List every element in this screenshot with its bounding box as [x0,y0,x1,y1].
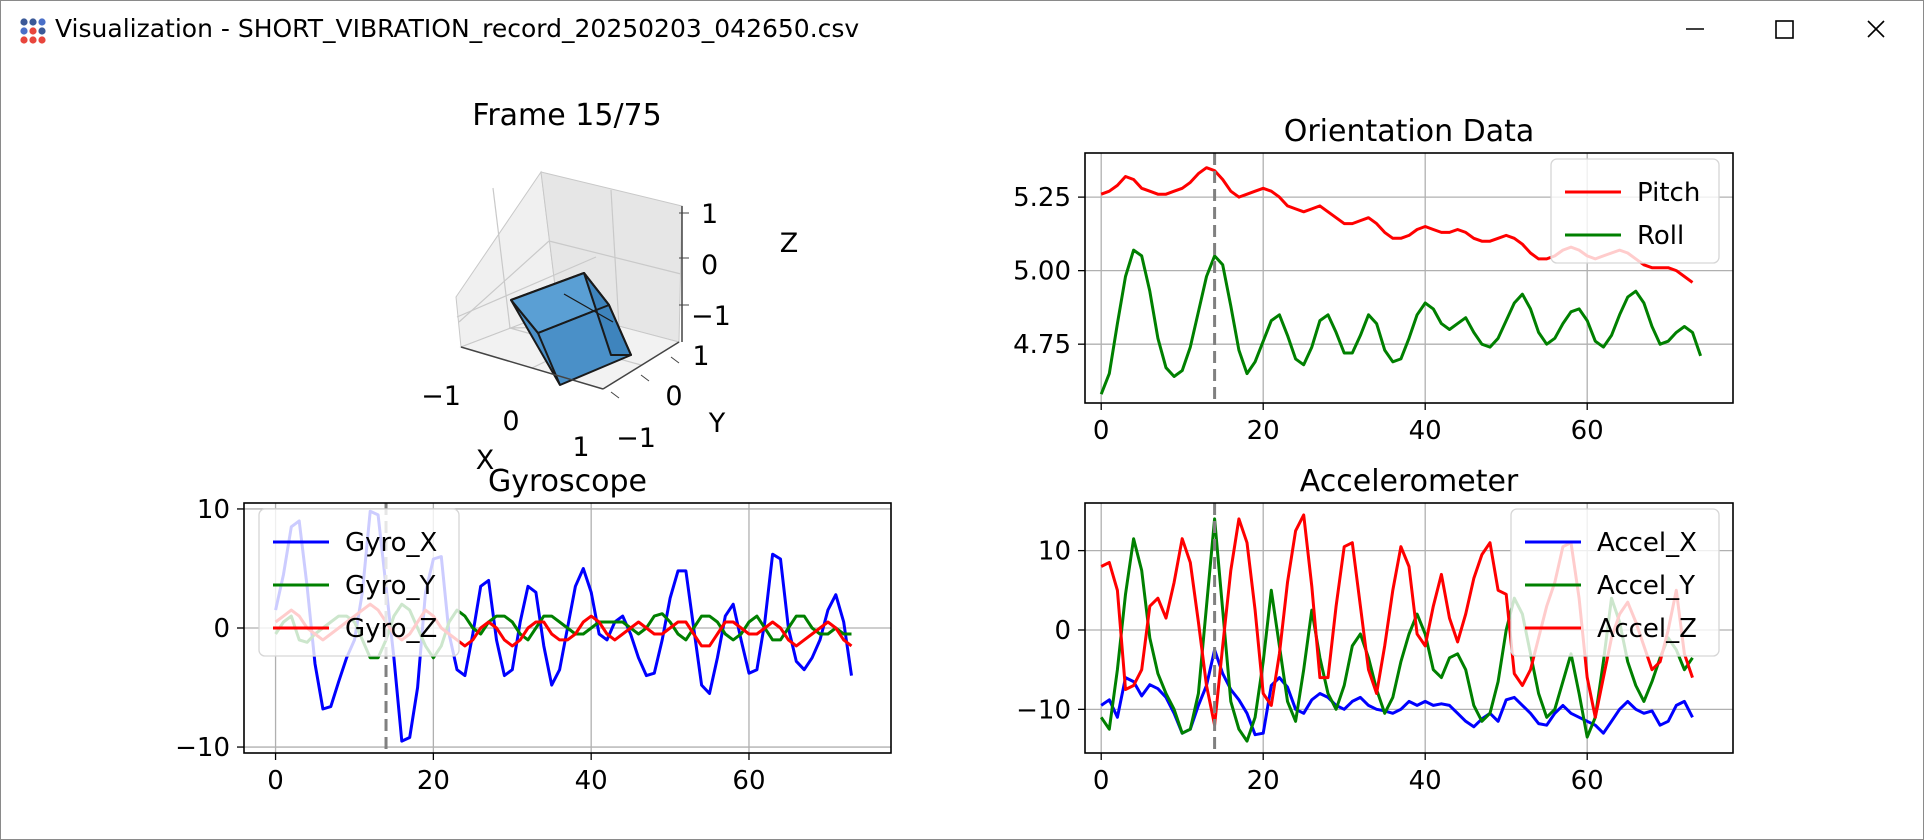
series-line-accel_y [1099,517,1694,743]
y-tick-label: 0 [213,614,230,644]
x-tick-label: 40 [575,766,608,796]
x-tick-label: 40 [1409,766,1442,796]
plot-area [1099,503,1694,753]
plot-3d-orientation: Frame 15/75 [421,98,798,476]
legend-label: Gyro_X [345,528,437,558]
x-tick-label: 0 [1093,766,1110,796]
z-axis: 1 0 −1 Z [679,199,798,342]
axes-frame [1084,152,1734,404]
plot-orientation-data: Orientation Data 0 20 40 60 4.75 5.00 5.25 Pitch… [1013,114,1734,446]
window-title: Visualization - SHORT_VIBRATION_record_2… [55,14,860,43]
y-tick-label: −10 [1016,695,1071,725]
axes-frame [1084,502,1734,754]
legend-label: Accel_Y [1597,571,1695,601]
plot-3d-title: Frame 15/75 [472,98,661,133]
x-tick-label: 0 [502,406,519,437]
minimize-button[interactable] [1649,1,1741,57]
plot-title: Accelerometer [1300,464,1519,499]
z-tick-label: 0 [701,250,718,281]
legend-label: Accel_Z [1597,614,1697,644]
figure-canvas: Frame 15/75 [175,98,1734,796]
y-tick-label: 0 [665,381,682,412]
plot-accelerometer: Accelerometer 0 20 40 60 −10 0 10 Accel_X Accel_Y… [1016,464,1734,796]
y-tick-label: 10 [1038,537,1071,567]
x-tick-label: 20 [1247,766,1280,796]
legend-label: Gyro_Z [345,614,437,644]
legend-label: Roll [1637,221,1684,251]
y-axis-label: Y [708,408,726,439]
y-tick-label: 0 [1054,616,1071,646]
maximize-icon [1775,20,1794,39]
y-tick-label: −10 [175,733,230,763]
x-axis-label: X [476,445,495,476]
series-line-accel_z [1100,513,1694,727]
legend: Accel_X Accel_Y Accel_Z [1510,508,1720,657]
axes-frame [243,502,892,754]
x-tick-label: 60 [732,766,765,796]
x-axis: −1 0 1 X [421,346,604,476]
orientation-box [510,272,632,386]
close-icon [1867,20,1885,38]
legend-box [258,508,460,657]
legend: Gyro_X Gyro_Y Gyro_Z [258,508,460,657]
plot-gyroscope: Gyroscope 0 20 40 60 −10 0 10 Gyro_X Gyro_Y Gyro_Z [175,464,892,796]
z-tick-label: 1 [701,199,718,230]
title-bar[interactable]: Visualization - SHORT_VIBRATION_record_2… [1,1,1923,57]
y-tick-label: −1 [616,423,656,454]
z-tick-label: −1 [691,301,731,332]
legend-label: Accel_X [1597,528,1697,558]
plot-title: Gyroscope [488,464,647,499]
plot-title: Orientation Data [1284,114,1535,149]
legend-label: Pitch [1637,178,1700,208]
y-tick-label: 4.75 [1013,330,1071,360]
legend: Pitch Roll [1550,158,1720,264]
x-tick-label: 20 [417,766,450,796]
x-tick-label: 40 [1409,416,1442,446]
y-tick-label: 5.00 [1013,257,1071,287]
close-button[interactable] [1830,1,1922,57]
x-tick-label: 0 [1093,416,1110,446]
app-icon [20,18,46,44]
y-tick-label: 5.25 [1013,183,1071,213]
maximize-button[interactable] [1739,1,1831,57]
z-axis-label: Z [780,228,799,259]
y-tick-label: 1 [692,341,709,372]
y-axis: 1 0 −1 Y [602,341,726,454]
legend-box [1550,158,1720,264]
legend-label: Gyro_Y [345,571,436,601]
series-line-roll [1099,248,1703,395]
x-tick-label: 60 [1571,766,1604,796]
y-tick-label: 10 [197,495,230,525]
x-tick-label: −1 [421,381,461,412]
legend-box [1510,508,1720,657]
x-tick-label: 60 [1571,416,1604,446]
x-tick-label: 20 [1247,416,1280,446]
series-line-gyro_y [274,602,852,660]
x-tick-label: 1 [572,432,589,463]
x-tick-label: 0 [267,766,284,796]
